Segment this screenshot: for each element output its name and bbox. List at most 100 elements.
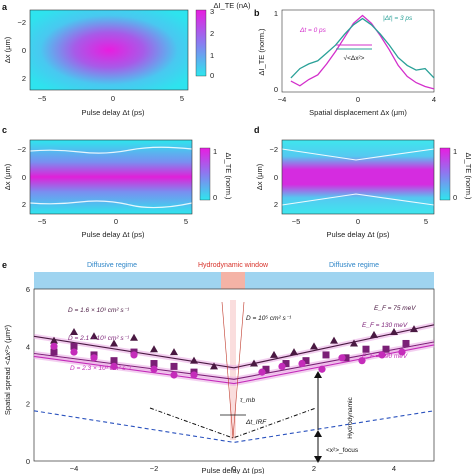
e-point-square-3 [110,357,118,365]
e-point-square-11 [322,351,330,359]
e-ann-D0: D = 10⁵ cm² s⁻¹ [246,315,292,322]
e-point-circle-13 [358,357,366,365]
e-xtick-3: 2 [312,464,316,473]
panel-a: −5 0 5 Pulse delay Δt (ps) −2 0 2 Δx (μm… [3,1,251,117]
d-contour-top [281,148,435,161]
e-ann-D1: D = 1.6 × 10³ cm² s⁻¹ [68,307,130,314]
e-point-circle-3 [110,362,118,370]
e-point-triangle-14 [350,339,358,347]
a-cbar-label: ΔI_TE (nA) [213,1,251,10]
d-contour-bottom [281,193,435,206]
b-annotation-rms: √<Δx²> [344,54,365,62]
e-xtick-0: −4 [70,464,79,473]
panel-b: Δt = 0 ps |Δt| = 3 ps √<Δx²> −4 0 4 Spat… [257,9,436,117]
e-point-square-14 [382,345,390,353]
e-point-triangle-8 [210,362,218,370]
e-ann-hydro: Hydrodynamic [347,396,354,438]
c-contour-top [29,146,193,154]
e-point-triangle-3 [110,339,118,347]
b-legend-left: Δt = 0 ps [299,27,327,34]
e-point-circle-4 [130,351,138,359]
e-point-circle-10 [298,359,306,368]
e-point-square-6 [170,362,178,370]
b-series-line-0 [290,14,435,90]
heatmap-c [30,140,192,214]
a-ylabel: Δx (μm) [3,36,12,63]
d-xtick-0: −5 [292,217,301,226]
e-point-circle-14 [378,351,386,359]
b-ytick-0: 0 [274,85,278,94]
e-regime-center: Hydrodynamic window [198,262,269,269]
b-series-group [290,14,435,90]
b-series-line-1 [290,17,435,79]
panel-label-d: d [254,125,260,135]
e-ytick-3: 6 [26,285,30,294]
e-point-square-9 [282,360,290,368]
e-point-square-10 [302,357,310,365]
d-xtick-2: 5 [424,217,428,226]
d-ylabel: Δx (μm) [255,163,264,190]
e-point-triangle-7 [190,356,198,364]
panel-label-e: e [2,260,7,270]
c-ytick-0: −2 [17,145,26,154]
e-point-triangle-11 [290,348,298,356]
e-point-triangle-9 [250,359,258,367]
a-cbar-tick-2: 1 [210,51,214,60]
panel-c: −5 0 5 Pulse delay Δt (ps) −2 0 2 Δx (μm… [3,139,233,239]
c-ylabel: Δx (μm) [3,163,12,190]
e-point-circle-8 [258,368,266,376]
e-ann-E2: E_F = 130 meV [362,322,408,329]
e-ann-D3: D = 2.3 × 10³ cm² s⁻¹ [70,365,132,372]
e-ann-E1: E_F = 75 meV [374,305,416,312]
e-focus-arrowhead-top [314,430,322,437]
e-point-square-1 [70,342,78,350]
e-ann-tirf: Δt_IRF [245,419,267,426]
d-cbar-tick-1: 0 [453,193,457,202]
c-cbar-tick-0: 1 [213,147,217,156]
d-ytick-0: −2 [269,145,278,154]
c-cbar-label: ΔI_TE (norm.) [224,152,233,200]
a-cbar-tick-3: 0 [210,71,214,80]
b-plot-frame [281,9,435,93]
e-xtick-4: 4 [392,464,396,473]
a-xlabel: Pulse delay Δt (ps) [82,108,145,117]
e-hydro-band [221,272,245,289]
a-xtick-2: 5 [180,94,184,103]
e-point-triangle-0 [50,336,58,344]
e-point-triangle-4 [130,333,138,341]
panel-label-c: c [2,125,7,135]
e-ann-focus: <x²>_focus [326,447,359,454]
heatmap-d [282,140,434,214]
heatmap-c-frame [29,139,193,215]
e-point-circle-12 [338,354,346,362]
e-point-circle-11 [318,365,326,373]
c-ytick-1: 0 [22,173,26,182]
panel-label-a: a [2,2,8,12]
e-ann-D2: D = 2.1 × 10³ cm² s⁻¹ [68,335,130,342]
heatmap-d-frame [281,139,435,215]
e-point-circle-9 [278,362,286,370]
c-xtick-2: 5 [184,217,188,226]
e-point-triangle-6 [170,348,178,356]
e-ytick-0: 0 [26,457,30,466]
e-point-circle-2 [90,354,98,362]
e-point-circle-6 [170,371,178,379]
c-xtick-0: −5 [38,217,47,226]
c-xtick-1: 0 [114,217,118,226]
a-colorbar [195,9,207,77]
e-point-square-8 [262,365,270,373]
e-ytick-1: 2 [26,400,30,409]
e-regime-right: Diffusive regime [329,262,379,269]
e-point-circle-5 [150,365,158,373]
e-point-triangle-12 [310,342,318,350]
panel-d: −5 0 5 Pulse delay Δt (ps) −2 0 2 Δx (μm… [255,139,473,239]
panel-label-b: b [254,8,260,18]
e-irf-curve [149,407,317,439]
a-cbar-tick-0: 3 [210,7,214,16]
e-fit-line-2 [33,344,435,385]
c-cbar-tick-1: 0 [213,193,217,202]
b-xtick-1: 0 [356,95,360,104]
b-ylabel: ΔI_TE (norm.) [257,28,266,76]
d-colorbar [439,147,451,201]
